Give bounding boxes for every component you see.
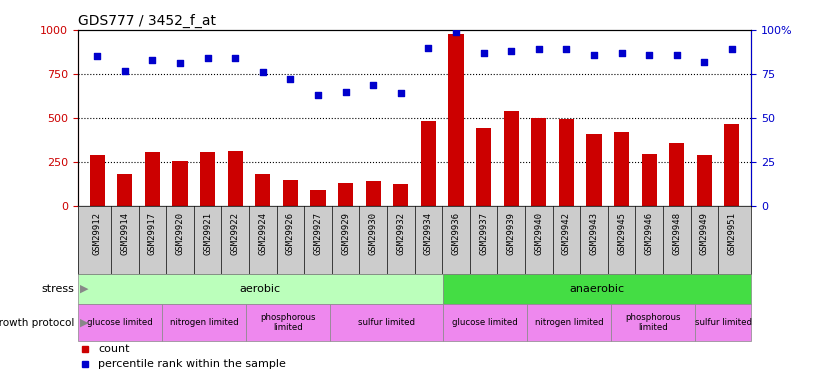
Point xyxy=(311,92,324,98)
Text: phosphorous
limited: phosphorous limited xyxy=(260,313,316,332)
Point xyxy=(449,29,462,35)
Bar xyxy=(330,304,443,341)
Text: ▶: ▶ xyxy=(80,318,88,327)
Text: GSM29921: GSM29921 xyxy=(203,211,212,255)
Text: GSM29932: GSM29932 xyxy=(397,211,406,255)
Text: GSM29942: GSM29942 xyxy=(562,211,571,255)
Point xyxy=(532,46,545,53)
Point xyxy=(229,55,242,61)
Text: GSM29939: GSM29939 xyxy=(507,211,516,255)
Bar xyxy=(559,119,574,206)
Point xyxy=(560,46,573,53)
Bar xyxy=(421,121,436,206)
Bar xyxy=(697,155,712,206)
Point xyxy=(587,52,600,58)
Bar xyxy=(503,111,519,206)
Bar xyxy=(586,134,602,206)
Text: aerobic: aerobic xyxy=(240,284,281,294)
Text: ▶: ▶ xyxy=(80,284,88,294)
Text: GSM29930: GSM29930 xyxy=(369,211,378,255)
Bar xyxy=(144,153,160,206)
Bar xyxy=(365,181,381,206)
Text: phosphorous
limited: phosphorous limited xyxy=(626,313,681,332)
Text: GSM29937: GSM29937 xyxy=(479,211,488,255)
Point xyxy=(394,90,407,96)
Point xyxy=(477,50,490,56)
Bar xyxy=(117,174,132,206)
Bar xyxy=(78,304,163,341)
Text: GSM29945: GSM29945 xyxy=(617,211,626,255)
Bar xyxy=(283,180,298,206)
Bar xyxy=(527,304,611,341)
Point xyxy=(367,82,380,88)
Bar xyxy=(338,183,353,206)
Bar xyxy=(78,274,443,304)
Text: GSM29924: GSM29924 xyxy=(259,211,268,255)
Text: percentile rank within the sample: percentile rank within the sample xyxy=(99,359,286,369)
Point xyxy=(615,50,628,56)
Point xyxy=(118,68,131,74)
Point xyxy=(173,60,186,66)
Bar xyxy=(448,33,464,206)
Text: sulfur limited: sulfur limited xyxy=(358,318,415,327)
Text: glucose limited: glucose limited xyxy=(87,318,153,327)
Text: GSM29922: GSM29922 xyxy=(231,211,240,255)
Point xyxy=(670,52,683,58)
Text: glucose limited: glucose limited xyxy=(452,318,517,327)
Point xyxy=(422,45,435,51)
Bar xyxy=(641,154,657,206)
Bar xyxy=(393,184,408,206)
Text: GSM29948: GSM29948 xyxy=(672,211,681,255)
Text: count: count xyxy=(99,344,130,354)
Point xyxy=(256,69,269,75)
Text: growth protocol: growth protocol xyxy=(0,318,74,327)
Text: GSM29951: GSM29951 xyxy=(727,211,736,255)
Text: GSM29940: GSM29940 xyxy=(534,211,544,255)
Text: anaerobic: anaerobic xyxy=(570,284,625,294)
Text: nitrogen limited: nitrogen limited xyxy=(534,318,603,327)
Point xyxy=(146,57,159,63)
Point xyxy=(201,55,214,61)
Text: nitrogen limited: nitrogen limited xyxy=(170,318,239,327)
Point xyxy=(643,52,656,58)
Text: GDS777 / 3452_f_at: GDS777 / 3452_f_at xyxy=(78,13,216,28)
Bar xyxy=(443,304,527,341)
Bar xyxy=(476,128,491,206)
Text: GSM29926: GSM29926 xyxy=(286,211,295,255)
Point xyxy=(284,76,297,82)
Bar xyxy=(246,304,330,341)
Text: GSM29943: GSM29943 xyxy=(589,211,599,255)
Text: GSM29936: GSM29936 xyxy=(452,211,461,255)
Point xyxy=(339,89,352,95)
Text: GSM29946: GSM29946 xyxy=(644,211,654,255)
Point xyxy=(91,54,104,60)
Bar xyxy=(724,124,740,206)
Bar xyxy=(611,304,695,341)
Text: GSM29912: GSM29912 xyxy=(93,211,102,255)
Bar xyxy=(695,304,751,341)
Point xyxy=(698,59,711,65)
Text: GSM29929: GSM29929 xyxy=(342,211,350,255)
Bar xyxy=(669,143,685,206)
Text: stress: stress xyxy=(41,284,74,294)
Bar xyxy=(255,174,270,206)
Bar xyxy=(89,155,105,206)
Text: GSM29949: GSM29949 xyxy=(699,211,709,255)
Bar xyxy=(443,274,751,304)
Point xyxy=(505,48,518,54)
Bar xyxy=(163,304,246,341)
Text: sulfur limited: sulfur limited xyxy=(695,318,752,327)
Bar xyxy=(310,189,326,206)
Text: GSM29914: GSM29914 xyxy=(121,211,130,255)
Text: GSM29920: GSM29920 xyxy=(176,211,185,255)
Bar xyxy=(531,118,546,206)
Bar xyxy=(172,161,188,206)
Point xyxy=(725,46,738,53)
Text: GSM29934: GSM29934 xyxy=(424,211,433,255)
Bar xyxy=(614,132,629,206)
Bar xyxy=(200,152,215,206)
Text: GSM29917: GSM29917 xyxy=(148,211,157,255)
Text: GSM29927: GSM29927 xyxy=(314,211,323,255)
Bar xyxy=(227,151,243,206)
